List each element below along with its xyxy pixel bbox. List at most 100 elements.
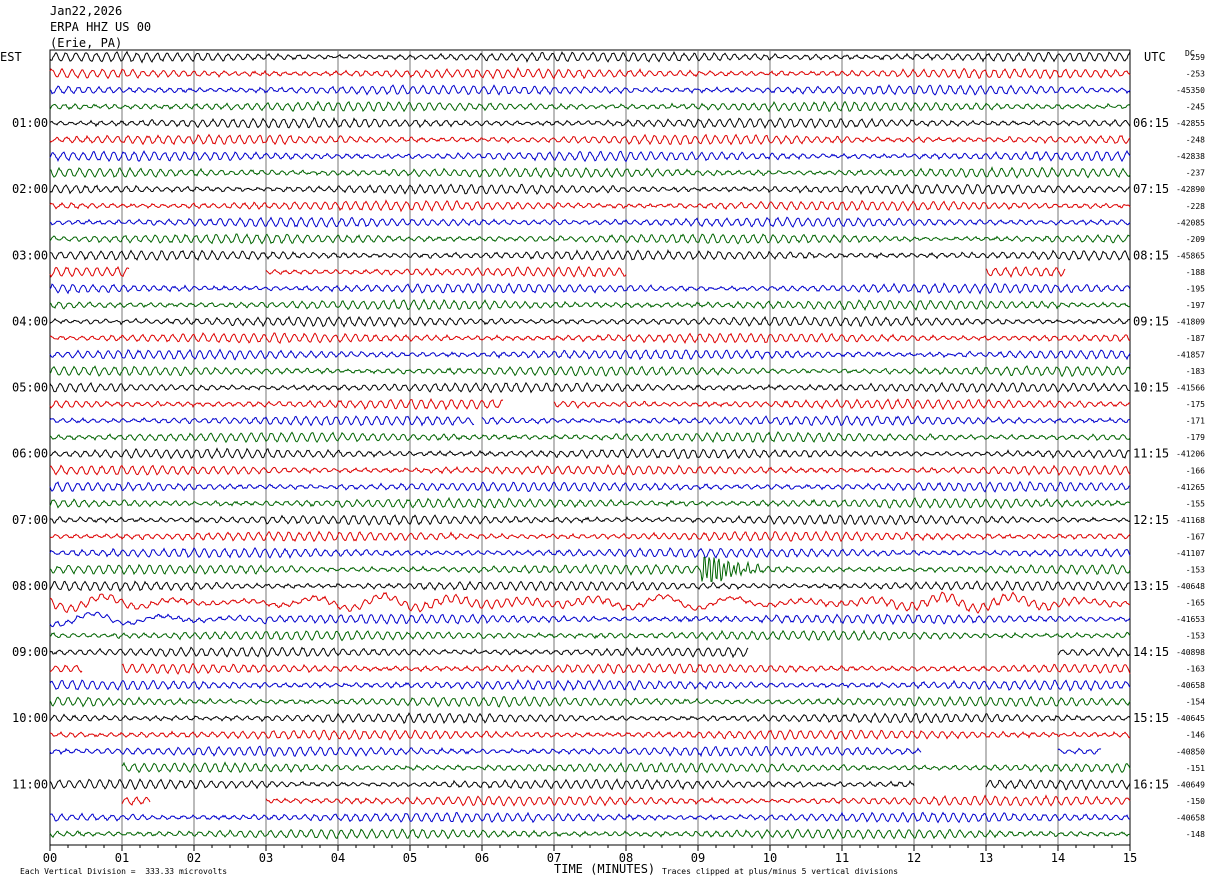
x-tick-label: 06: [475, 851, 489, 865]
dc-offset-label: -209: [1186, 235, 1205, 244]
trace-row-20: [49, 381, 1131, 394]
dc-offset-label: -187: [1186, 334, 1205, 343]
dc-offset-label: -195: [1186, 284, 1205, 293]
trace-row-15: [49, 298, 1131, 311]
trace-row-31: [49, 556, 1131, 582]
dc-offset-label: -197: [1186, 301, 1205, 310]
trace-row-25: [49, 464, 1131, 477]
trace-row-38: [49, 678, 1131, 692]
x-tick-label: 08: [619, 851, 633, 865]
left-hour-label: 01:00: [12, 116, 48, 130]
trace-row-16: [49, 315, 1131, 328]
clip-note: Traces clipped at plus/minus 5 vertical …: [662, 867, 899, 876]
trace-row-21: [49, 398, 504, 411]
dc-offset-label: -248: [1186, 136, 1205, 145]
trace-row-0: [49, 50, 1131, 64]
left-hour-label: 09:00: [12, 645, 48, 659]
right-hour-label: 14:15: [1133, 645, 1169, 659]
trace-row-44: [985, 778, 1131, 791]
trace-row-8: [49, 183, 1131, 196]
trace-row-26: [49, 480, 1131, 493]
trace-row-35: [49, 629, 1131, 642]
x-tick-label: 05: [403, 851, 417, 865]
trace-row-29: [49, 530, 1131, 543]
left-hour-label: 03:00: [12, 248, 48, 262]
dc-offset-label: -42890: [1176, 185, 1205, 194]
right-hour-label: 15:15: [1133, 711, 1169, 725]
x-axis-title: TIME (MINUTES): [554, 862, 656, 876]
right-hour-label: 13:15: [1133, 579, 1169, 593]
trace-row-13: [49, 266, 130, 278]
dc-offset-label: -179: [1186, 433, 1205, 442]
left-hour-label: 08:00: [12, 579, 48, 593]
dc-offset-label: -40649: [1176, 780, 1205, 789]
dc-offset-label: -183: [1186, 367, 1205, 376]
trace-row-10: [49, 216, 1131, 228]
x-tick-label: 07: [547, 851, 561, 865]
trace-row-36: [49, 646, 749, 659]
dc-offset-label: 259: [1191, 53, 1206, 62]
dc-offset-label: -41566: [1176, 384, 1205, 393]
dc-offset-label: -41809: [1176, 317, 1205, 326]
trace-row-42: [1057, 747, 1102, 755]
x-tick-label: 15: [1123, 851, 1137, 865]
station-label: ERPA HHZ US 00: [50, 20, 152, 34]
dc-offset-label: -45865: [1176, 251, 1205, 260]
trace-row-45: [265, 794, 1131, 807]
dc-offset-label: -167: [1186, 532, 1205, 541]
x-tick-label: 04: [331, 851, 345, 865]
trace-row-14: [49, 282, 1131, 295]
dc-offset-label: -151: [1186, 764, 1205, 773]
dc-offset-label: -237: [1186, 169, 1205, 178]
x-tick-label: 13: [979, 851, 993, 865]
dc-offset-label: -41265: [1176, 483, 1205, 492]
trace-row-21: [553, 398, 1131, 411]
x-tick-label: 12: [907, 851, 921, 865]
trace-row-24: [49, 447, 1131, 460]
dc-offset-label: -40658: [1176, 681, 1205, 690]
trace-row-19: [49, 365, 1131, 378]
dc-offset-label: -228: [1186, 202, 1205, 211]
trace-row-27: [49, 496, 1130, 510]
right-hour-label: 06:15: [1133, 116, 1169, 130]
trace-row-13: [985, 266, 1066, 279]
dc-offset-label: -41206: [1176, 450, 1205, 459]
left-hour-label: 06:00: [12, 447, 48, 461]
trace-row-5: [49, 133, 1131, 146]
trace-row-33: [49, 591, 1130, 614]
dc-offset-label: -40648: [1176, 582, 1205, 591]
trace-row-30: [49, 546, 1131, 559]
trace-row-42: [49, 745, 922, 758]
dc-offset-label: -245: [1186, 103, 1205, 112]
x-tick-label: 00: [43, 851, 57, 865]
right-hour-label: 08:15: [1133, 248, 1169, 262]
dc-offset-label: -165: [1186, 598, 1205, 607]
trace-row-6: [49, 150, 1131, 163]
dc-offset-label: -148: [1186, 830, 1205, 839]
dc-offset-label: -40850: [1176, 747, 1205, 756]
dc-offset-label: -41653: [1176, 615, 1205, 624]
trace-row-45: [121, 796, 151, 806]
trace-row-22: [49, 415, 475, 427]
dc-offset-label: -153: [1186, 565, 1205, 574]
trace-row-47: [49, 828, 1131, 840]
trace-row-43: [121, 761, 1131, 774]
right-hour-label: 07:15: [1133, 182, 1169, 196]
trace-row-22: [481, 415, 1131, 427]
trace-row-44: [49, 778, 915, 791]
dc-offset-label: -166: [1186, 466, 1205, 475]
left-hour-label: 11:00: [12, 777, 48, 791]
dc-offset-label: -41168: [1176, 516, 1205, 525]
left-hour-label: 10:00: [12, 711, 48, 725]
dc-offset-label: -41857: [1176, 351, 1205, 360]
dc-offset-label: -175: [1186, 400, 1205, 409]
dc-offset-label: -188: [1186, 268, 1205, 277]
dc-offset-label: -42838: [1176, 152, 1205, 161]
dc-offset-label: -40658: [1176, 813, 1205, 822]
trace-row-12: [49, 248, 1131, 262]
trace-row-18: [49, 348, 1131, 361]
trace-row-9: [49, 199, 1131, 213]
right-hour-label: 09:15: [1133, 314, 1169, 328]
trace-row-41: [49, 729, 1131, 741]
